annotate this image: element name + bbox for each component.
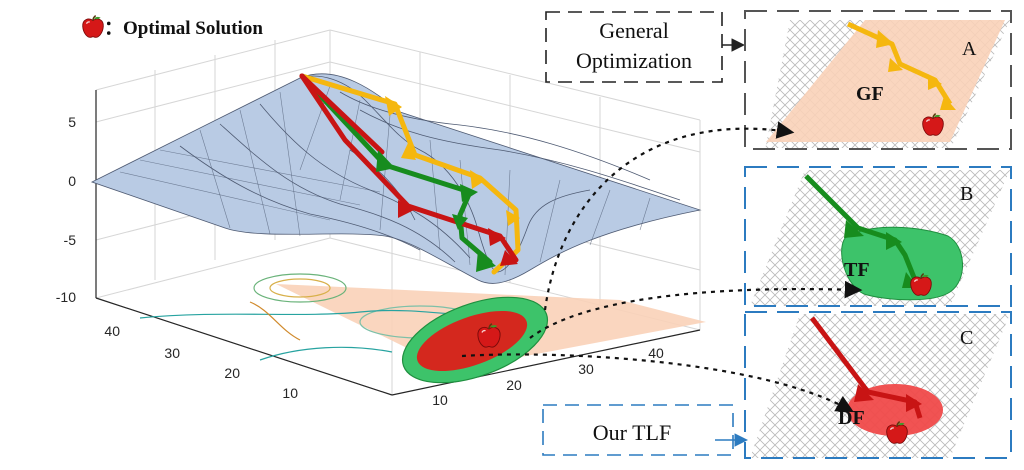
panel-a-tag: GF: [856, 83, 884, 105]
tlf-inner-region: [416, 310, 528, 372]
z-tick-label: -5: [64, 232, 77, 248]
legend-text: ：Optimal Solution: [104, 18, 263, 39]
surface: [90, 73, 702, 284]
df-path-red: [299, 73, 519, 263]
floor-projection: [139, 273, 706, 384]
panel-b-letter: B: [960, 183, 973, 205]
callout-general-line2: Optimization: [576, 48, 692, 73]
panel-a-letter: A: [962, 38, 977, 60]
z-tick-label: 5: [68, 114, 76, 130]
z-axis-ticks: 5 0 -5 -10: [56, 114, 76, 305]
callout-ours-text: Our TLF: [593, 420, 671, 445]
panel-a-frame: [744, 10, 1012, 150]
panel-c-frame: [744, 311, 1012, 459]
x-axis-ticks: 10 20 30 40: [432, 345, 664, 408]
panel-c-tag: DF: [838, 407, 865, 429]
panel-c-letter: C: [960, 327, 973, 349]
x-tick-label: 40: [648, 345, 664, 361]
tf-path-green: [299, 73, 493, 265]
x-tick-label: 10: [432, 392, 448, 408]
connector-to-panel-b: [529, 280, 863, 339]
panel-a: A GF: [744, 10, 1012, 150]
panel-b-tag: TF: [844, 259, 870, 281]
panel-b: B TF: [744, 166, 1012, 307]
axis-lines: [95, 90, 701, 396]
panel-b-frame: [744, 166, 1012, 307]
callout-general-optimization: General Optimization: [545, 11, 745, 83]
legend-apple-icon: [81, 14, 105, 39]
gf-region: [766, 20, 1005, 142]
panel-c-path: [810, 316, 923, 419]
connectors: [461, 121, 863, 413]
x-tick-label: 20: [506, 377, 522, 393]
z-tick-label: -10: [56, 289, 76, 305]
y-tick-label: 30: [164, 345, 180, 361]
callout-our-tlf: Our TLF: [542, 404, 748, 456]
y-tick-label: 40: [104, 323, 120, 339]
legend: ：Optimal Solution: [81, 14, 263, 39]
panel-c: C DF: [744, 311, 1012, 459]
plot-3d: 5 0 -5 -10 40 30 20 10 10 20 30 40: [56, 29, 706, 408]
x-tick-label: 30: [578, 361, 594, 377]
y-axis-ticks: 40 30 20 10: [104, 323, 298, 401]
path-arrowheads: [376, 96, 520, 272]
y-tick-label: 20: [224, 365, 240, 381]
y-tick-label: 10: [282, 385, 298, 401]
z-tick-label: 0: [68, 173, 76, 189]
callout-general-line1: General: [599, 18, 669, 43]
